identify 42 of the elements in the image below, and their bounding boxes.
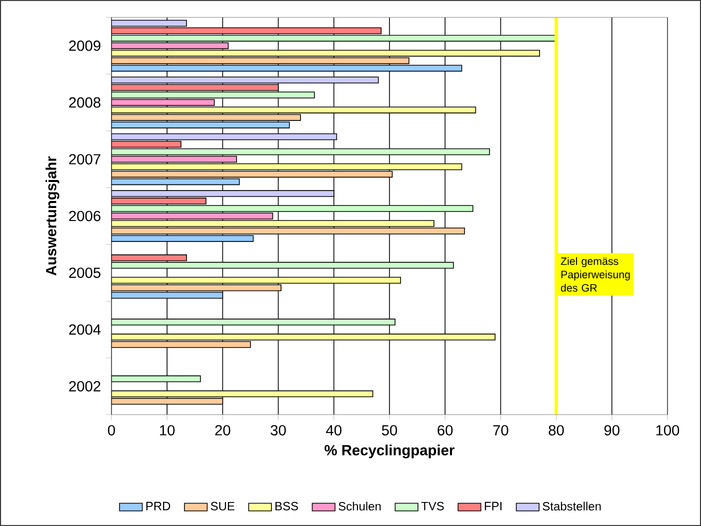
bar xyxy=(111,64,462,72)
bar xyxy=(111,170,393,178)
x-tick-label: 100 xyxy=(656,425,680,436)
legend-label: PRD xyxy=(146,502,170,510)
legend-label: Schulen xyxy=(338,502,381,511)
x-tick-label: 60 xyxy=(438,425,453,436)
x-tick-label: 40 xyxy=(326,425,342,436)
y-tick-label: 2006 xyxy=(69,210,100,222)
x-tick-label: 20 xyxy=(215,425,230,436)
y-tick-label: 2005 xyxy=(69,268,100,278)
y-tick-label: 2002 xyxy=(69,381,100,392)
y-tick-label: 2004 xyxy=(69,324,101,335)
bar xyxy=(111,156,237,163)
y-tick-label: 2008 xyxy=(69,97,100,108)
x-tick-label: 10 xyxy=(160,425,175,436)
legend-label: BSS xyxy=(275,502,298,510)
ref-line-label: Ziel gemäss Papierweisung des GR xyxy=(560,257,630,292)
legend-label: Stabstellen xyxy=(542,502,601,511)
bar xyxy=(111,292,224,299)
bar xyxy=(111,57,410,64)
bar xyxy=(111,42,229,50)
x-axis-title: % Recyclingpapier xyxy=(324,444,454,458)
y-axis-title: Auswertungsjahr xyxy=(46,156,60,276)
x-tick-label: 80 xyxy=(548,425,564,436)
bar xyxy=(111,20,187,27)
x-tick-label: 90 xyxy=(604,425,620,436)
y-tick-label: 2009 xyxy=(69,40,100,51)
x-tick-label: 50 xyxy=(382,425,398,436)
bar xyxy=(111,398,224,405)
bar xyxy=(111,133,338,140)
y-tick-label: 2007 xyxy=(69,154,100,164)
bar xyxy=(111,178,240,186)
x-tick-label: 30 xyxy=(270,425,286,436)
legend-label: SUE xyxy=(210,502,234,510)
bar xyxy=(111,140,182,148)
bar xyxy=(111,254,187,262)
bar xyxy=(111,27,382,34)
legend-label: FPI xyxy=(484,502,502,510)
legend-label: TVS xyxy=(421,502,444,510)
x-tick-label: 0 xyxy=(108,425,115,436)
x-tick-label: 70 xyxy=(493,425,508,436)
bar xyxy=(111,284,282,292)
